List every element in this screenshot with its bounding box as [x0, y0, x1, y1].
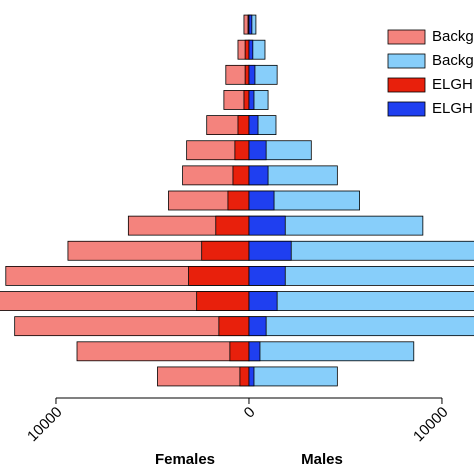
- bar: [248, 265, 286, 286]
- bar: [229, 341, 250, 362]
- bar: [188, 265, 250, 286]
- x-label-right: Males: [301, 451, 343, 468]
- bar: [232, 165, 250, 186]
- bar: [215, 215, 250, 236]
- bar: [14, 316, 250, 337]
- bar: [239, 366, 250, 387]
- bar: [237, 115, 250, 135]
- bar: [244, 39, 250, 60]
- bar: [248, 190, 275, 211]
- bar: [248, 341, 415, 362]
- legend-swatch: [387, 53, 426, 69]
- bar: [248, 115, 259, 135]
- bar: [248, 291, 474, 311]
- legend-label: Backg: [432, 28, 474, 45]
- bar: [248, 39, 254, 60]
- bar: [248, 291, 278, 311]
- x-tick-label: 10000: [410, 404, 452, 446]
- bar: [243, 90, 250, 110]
- legend-label: Backg: [432, 52, 474, 69]
- bar: [248, 140, 267, 161]
- bar: [157, 366, 250, 387]
- legend-label: ELGH: [432, 76, 473, 93]
- bar: [227, 190, 250, 211]
- x-label-left: Females: [155, 451, 215, 468]
- bar: [248, 64, 256, 85]
- bar: [248, 316, 267, 337]
- bar: [248, 14, 253, 35]
- legend-swatch: [387, 101, 426, 117]
- bar: [248, 165, 269, 186]
- x-tick-label: 0: [241, 404, 259, 422]
- bar: [248, 215, 286, 236]
- legend-swatch: [387, 77, 426, 93]
- bar: [248, 341, 261, 362]
- legend-swatch: [387, 29, 426, 45]
- bar: [248, 240, 292, 261]
- bar: [248, 90, 255, 110]
- x-tick-label: 10000: [24, 404, 66, 446]
- legend-label: ELGH: [432, 100, 473, 117]
- bar: [248, 366, 338, 387]
- bar: [234, 140, 250, 161]
- bar: [248, 316, 474, 337]
- bar: [218, 316, 250, 337]
- bar: [196, 291, 250, 311]
- bar: [76, 341, 250, 362]
- bar: [201, 240, 250, 261]
- bar: [244, 64, 250, 85]
- bar: [248, 366, 255, 387]
